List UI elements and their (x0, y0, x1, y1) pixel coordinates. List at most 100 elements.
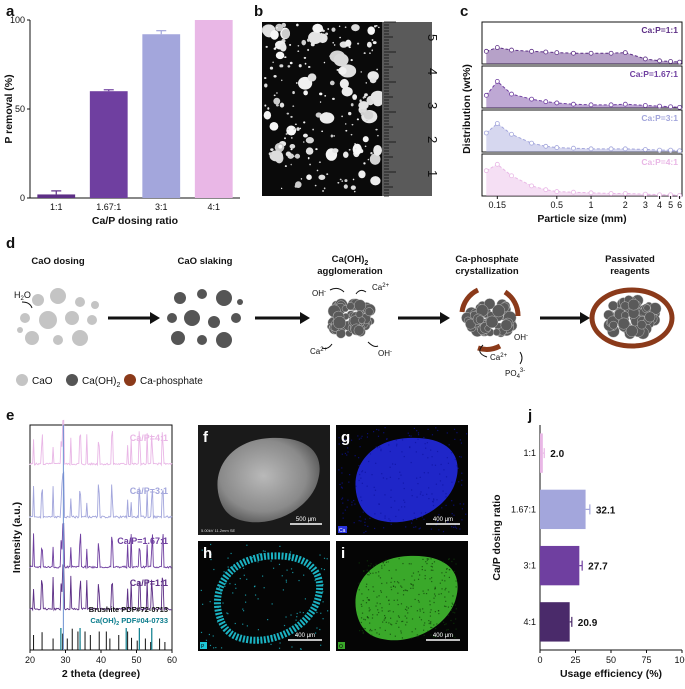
eds-dot (380, 590, 382, 592)
eds-dot (458, 455, 461, 458)
eds-dot (376, 614, 378, 616)
ruler-ticks (384, 21, 396, 197)
granule (279, 102, 285, 108)
granule (365, 81, 368, 84)
e-series-label: Ca/P=4:1 (130, 433, 168, 443)
granule (375, 128, 378, 131)
granule (307, 48, 310, 52)
granule (297, 50, 300, 53)
eds-dot (358, 465, 360, 467)
eds-dot (410, 637, 412, 639)
granule (298, 64, 302, 68)
eds-dot (243, 574, 245, 576)
granule (272, 61, 274, 64)
eds-dot (372, 572, 374, 574)
eds-dot (424, 443, 426, 445)
granule (318, 161, 321, 164)
eds-dot (254, 594, 257, 596)
eds-dot (380, 448, 382, 450)
granule (310, 42, 315, 47)
c-point (657, 58, 662, 64)
panel-letter-g: g (341, 429, 350, 446)
eds-dot (392, 585, 395, 587)
c-ylabel: Distribution (wt%) (461, 64, 473, 154)
eds-dot (409, 446, 411, 449)
granule (339, 36, 342, 39)
eds-dot (210, 553, 212, 556)
sem-granule (217, 437, 320, 523)
agg-sphere (353, 325, 365, 336)
eds-dot (419, 574, 421, 576)
c-point (529, 140, 534, 146)
eds-dot (444, 580, 446, 582)
granule (264, 104, 267, 107)
cao-particles (17, 288, 99, 346)
eds-dot (461, 479, 463, 481)
eds-dot (227, 557, 229, 559)
eds-dot (366, 485, 368, 487)
eds-dot (367, 565, 370, 567)
eds-dot (414, 441, 417, 444)
eds-dot (270, 643, 272, 646)
eds-dot (366, 616, 369, 619)
eds-dot (285, 581, 288, 583)
c-point (543, 187, 549, 193)
granule (285, 133, 288, 135)
eds-dot (363, 570, 365, 572)
e-xtick-label: 20 (25, 655, 35, 665)
eds-dot (416, 477, 418, 479)
granule (321, 130, 324, 133)
eds-dot (322, 601, 324, 603)
c-area (486, 123, 680, 152)
eds-dot (433, 634, 435, 637)
eds-dot (432, 500, 434, 503)
granule (303, 56, 307, 59)
granule (308, 31, 323, 44)
eds-dot (314, 571, 316, 573)
eds-dot (423, 436, 425, 439)
eds-dot (253, 586, 256, 588)
eds-dot (423, 592, 425, 595)
c-xtick-label: 1 (589, 200, 594, 210)
eds-dot (401, 637, 404, 639)
eds-dot (427, 589, 429, 591)
granule (350, 103, 354, 107)
eds-dot (338, 443, 340, 445)
granule (289, 61, 293, 65)
eds-dot (344, 509, 346, 511)
eds-dot (201, 549, 203, 551)
eds-dot (344, 452, 347, 455)
eds-p-rim (213, 552, 324, 644)
panel-b: b 5 4 3 2 1 (254, 3, 440, 197)
granule (359, 99, 362, 103)
granule (290, 148, 293, 151)
eds-dot (422, 453, 424, 456)
eds-dot (406, 621, 408, 623)
eds-dot (377, 447, 379, 449)
eds-dot (405, 589, 407, 591)
granule (305, 147, 314, 155)
agg-sphere (627, 298, 640, 311)
eds-dot (434, 464, 437, 466)
legend-cao: CaO (32, 376, 53, 387)
eds-dot (404, 608, 407, 610)
granule (326, 173, 329, 175)
eds-dot (426, 493, 428, 495)
eds-dot (292, 571, 294, 574)
eds-dot (299, 611, 301, 613)
eds-dot (412, 572, 415, 574)
granule (369, 153, 381, 165)
eds-dot (375, 446, 377, 448)
granule (289, 44, 292, 46)
granule (290, 163, 292, 166)
eds-dot (451, 481, 453, 483)
eds-dot (362, 511, 364, 513)
eds-dot (404, 506, 406, 508)
granule (309, 163, 311, 166)
j-value-label: 27.7 (588, 562, 608, 573)
eds-dot (435, 483, 438, 485)
eds-dot (340, 486, 343, 488)
eds-dot (388, 622, 390, 624)
eds-dot (395, 622, 397, 625)
eds-dot (378, 595, 380, 597)
